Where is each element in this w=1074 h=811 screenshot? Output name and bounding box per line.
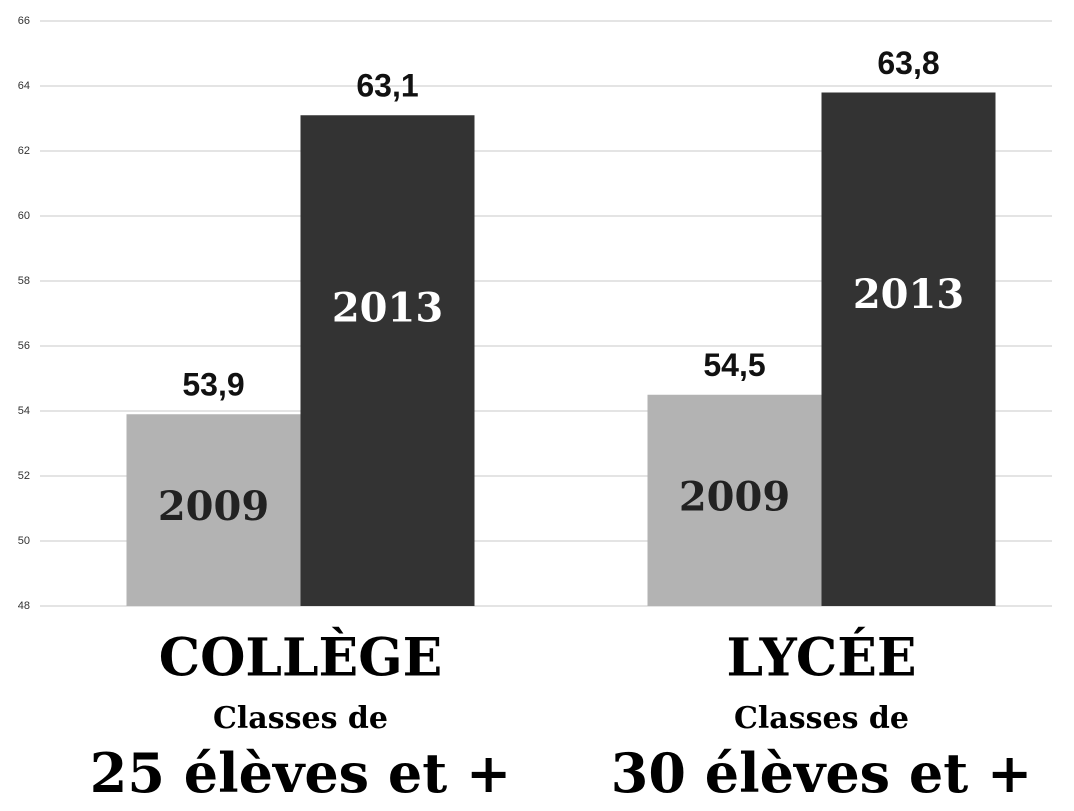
category-sublabel: Classes de xyxy=(734,701,909,736)
series-label: 2013 xyxy=(332,285,443,332)
series-label: 2009 xyxy=(679,473,790,520)
value-label: 54,5 xyxy=(703,347,765,383)
category-sublabel: 30 élèves et + xyxy=(611,741,1032,805)
y-tick-label: 62 xyxy=(18,145,30,157)
y-tick-label: 64 xyxy=(18,80,30,92)
category-sublabel: 25 élèves et + xyxy=(90,741,511,805)
bar xyxy=(647,394,822,606)
y-tick-label: 50 xyxy=(18,535,30,547)
series-label: 2009 xyxy=(158,483,269,530)
category-sublabel: Classes de xyxy=(213,701,388,736)
y-tick-label: 60 xyxy=(18,210,30,222)
y-tick-label: 52 xyxy=(18,470,30,482)
bar xyxy=(821,92,996,606)
category-label: COLLÈGE xyxy=(159,627,443,689)
bar xyxy=(126,414,301,606)
value-label: 53,9 xyxy=(182,367,244,403)
bar xyxy=(300,115,475,606)
value-label: 63,8 xyxy=(877,45,939,81)
value-label: 63,1 xyxy=(356,68,418,104)
y-tick-label: 66 xyxy=(18,15,30,27)
series-label: 2013 xyxy=(853,271,964,318)
category-label: LYCÉE xyxy=(726,627,916,689)
y-tick-label: 56 xyxy=(18,340,30,352)
y-tick-label: 48 xyxy=(18,600,30,612)
y-tick-label: 54 xyxy=(18,405,30,417)
y-tick-label: 58 xyxy=(18,275,30,287)
